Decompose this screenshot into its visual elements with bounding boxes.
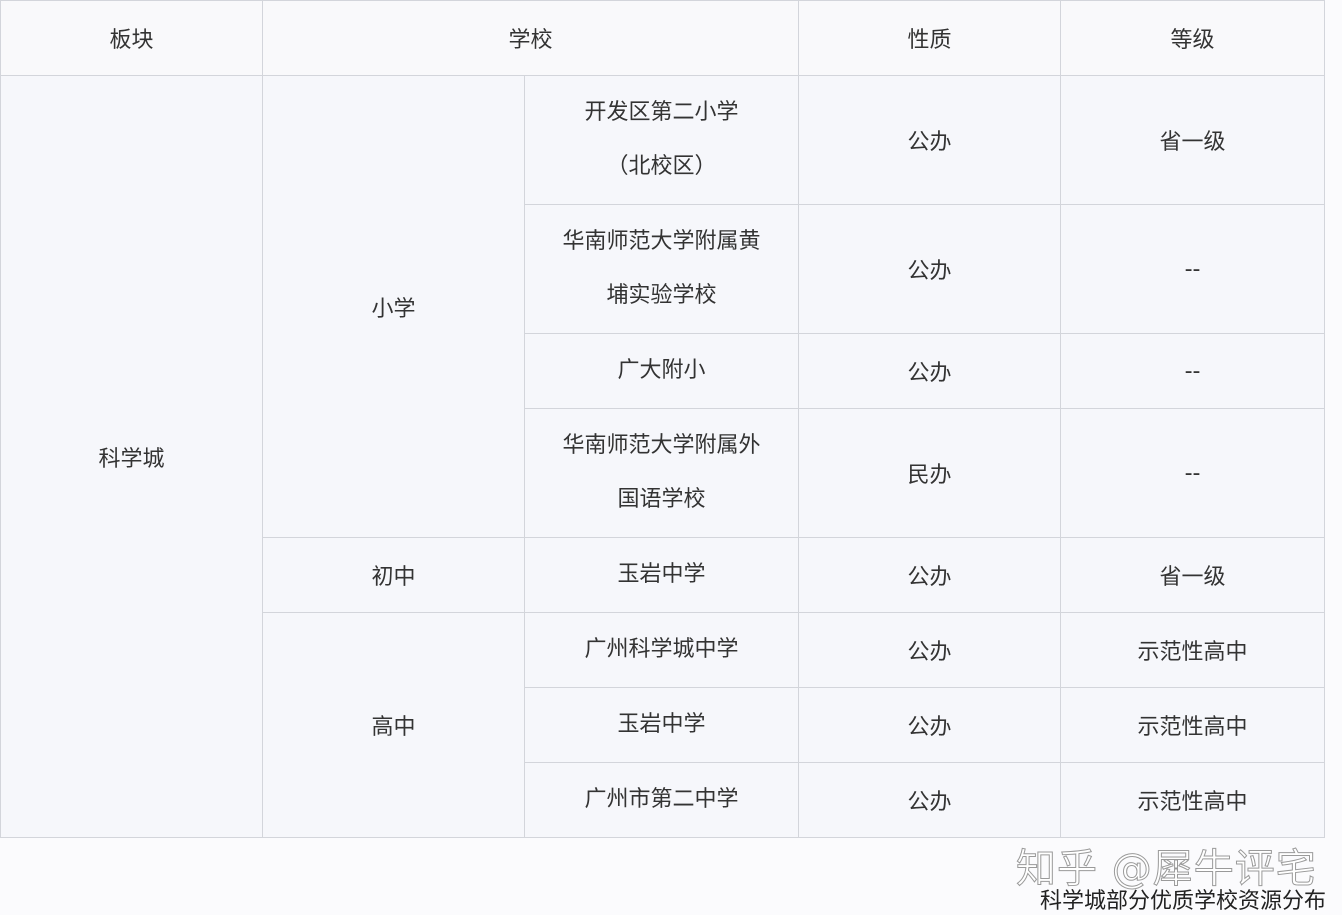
header-region: 板块 — [0, 0, 263, 76]
school-name-cell: 华南师范大学附属黄 埔实验学校 — [523, 204, 800, 334]
school-name-line: 埔实验学校 — [606, 283, 717, 308]
grade-cell: -- — [1060, 333, 1326, 409]
table-row: 华南师范大学附属外 国语学校 民办 -- — [1, 408, 1326, 538]
school-name-line: 开发区第二小学 — [584, 100, 739, 125]
region-cell: 科学城 — [0, 75, 263, 838]
table-row: 高中 广州科学城中学 公办 示范性高中 — [1, 612, 1326, 838]
grade-cell: 省一级 — [1060, 75, 1326, 205]
school-name-line: 国语学校 — [617, 487, 706, 512]
table-row: 玉岩中学 公办 示范性高中 — [1, 687, 1326, 763]
type-cell: 公办 — [798, 762, 1062, 838]
header-type: 性质 — [798, 0, 1062, 76]
watermark: 知乎 @犀牛评宅 — [1016, 846, 1317, 893]
grade-cell: 省一级 — [1060, 537, 1326, 613]
school-name-cell: 华南师范大学附属外 国语学校 — [523, 408, 800, 538]
level-cell: 高中 — [262, 612, 525, 838]
type-cell: 民办 — [798, 408, 1062, 538]
type-cell: 公办 — [798, 537, 1062, 613]
type-cell: 公办 — [798, 612, 1062, 688]
school-name-line: 华南师范大学附属外 — [562, 433, 761, 458]
school-name-cell: 玉岩中学 — [523, 537, 800, 613]
school-name-line: （北校区） — [606, 154, 717, 179]
table-row: 广州市第二中学 公办 示范性高中 — [1, 762, 1326, 838]
school-name-cell: 玉岩中学 — [523, 687, 800, 763]
school-name-line: 广州市第二中学 — [584, 787, 739, 812]
school-name-line: 玉岩中学 — [617, 562, 706, 587]
header-school: 学校 — [261, 0, 800, 76]
caption: 科学城部分优质学校资源分布 — [1039, 889, 1326, 914]
type-cell: 公办 — [798, 75, 1062, 205]
table-row: 广大附小 公办 -- — [1, 333, 1326, 409]
school-name-line: 华南师范大学附属黄 — [562, 229, 761, 254]
table-row: 科学城 小学 开发区第二小学 （北校区） 公办 省一级 — [0, 75, 1326, 838]
grade-cell: 示范性高中 — [1060, 612, 1326, 688]
school-table: 板块 学校 性质 等级 科学城 小学 开发区第二小学 （北校区） 公办 省一级 华南师范大学… — [0, 0, 1326, 838]
grade-cell: 示范性高中 — [1060, 762, 1326, 838]
school-name-line: 玉岩中学 — [617, 712, 706, 737]
school-name-line: 广州科学城中学 — [584, 637, 739, 662]
school-name-cell: 广大附小 — [523, 333, 800, 409]
grade-cell: -- — [1060, 408, 1326, 538]
type-cell: 公办 — [798, 204, 1062, 334]
header-grade: 等级 — [1060, 0, 1326, 76]
school-name-line: 广大附小 — [617, 358, 706, 383]
level-cell: 小学 — [262, 75, 525, 538]
table-row: 华南师范大学附属黄 埔实验学校 公办 -- — [1, 204, 1326, 334]
grade-cell: -- — [1060, 204, 1326, 334]
grade-cell: 示范性高中 — [1060, 687, 1326, 763]
school-name-cell: 广州科学城中学 — [523, 612, 800, 688]
school-name-cell: 开发区第二小学 （北校区） — [523, 75, 800, 205]
level-cell: 初中 — [262, 537, 525, 613]
type-cell: 公办 — [798, 333, 1062, 409]
school-name-cell: 广州市第二中学 — [523, 762, 800, 838]
type-cell: 公办 — [798, 687, 1062, 763]
header-row: 板块 学校 性质 等级 — [0, 0, 1326, 76]
